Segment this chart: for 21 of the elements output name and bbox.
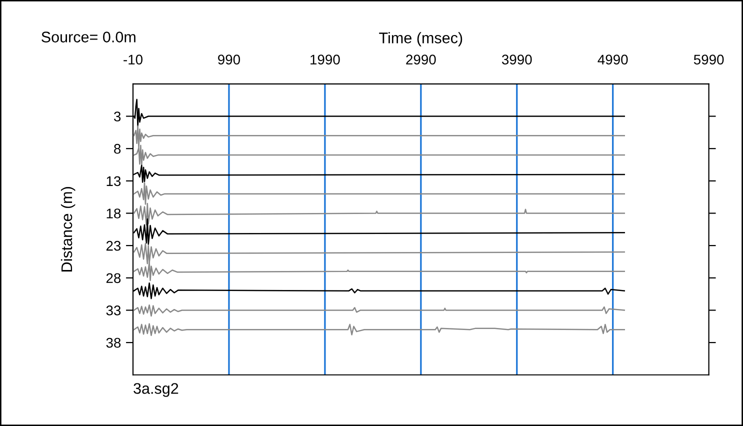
x-axis-title: Time (msec) xyxy=(379,32,462,46)
x-tick-label: 990 xyxy=(218,54,240,65)
x-tick-label: -10 xyxy=(124,54,142,65)
y-tick-label: 38 xyxy=(106,338,121,348)
y-tick-label: 18 xyxy=(106,208,121,218)
line-series xyxy=(133,323,625,336)
source-note: Source= 0.0m xyxy=(42,32,136,42)
text: 3a.sg2 xyxy=(134,383,178,397)
y-tick-label: 8 xyxy=(114,144,121,154)
y-tick-label: 28 xyxy=(106,273,121,284)
x-tick-label: 1990 xyxy=(310,54,340,65)
y-tick-label: 33 xyxy=(106,306,121,316)
x-tick-label: 5990 xyxy=(694,54,724,65)
x-tick-label: 3990 xyxy=(502,54,532,65)
y-tick-label: 3 xyxy=(114,112,121,122)
x-tick-label: 4990 xyxy=(598,54,628,65)
line-series xyxy=(133,304,625,317)
y-tick-label: 13 xyxy=(106,176,121,186)
x-tick-label: 2990 xyxy=(406,54,436,65)
y-axis-title: Distance (m) xyxy=(60,187,76,272)
y-tick-label: 23 xyxy=(106,240,121,251)
